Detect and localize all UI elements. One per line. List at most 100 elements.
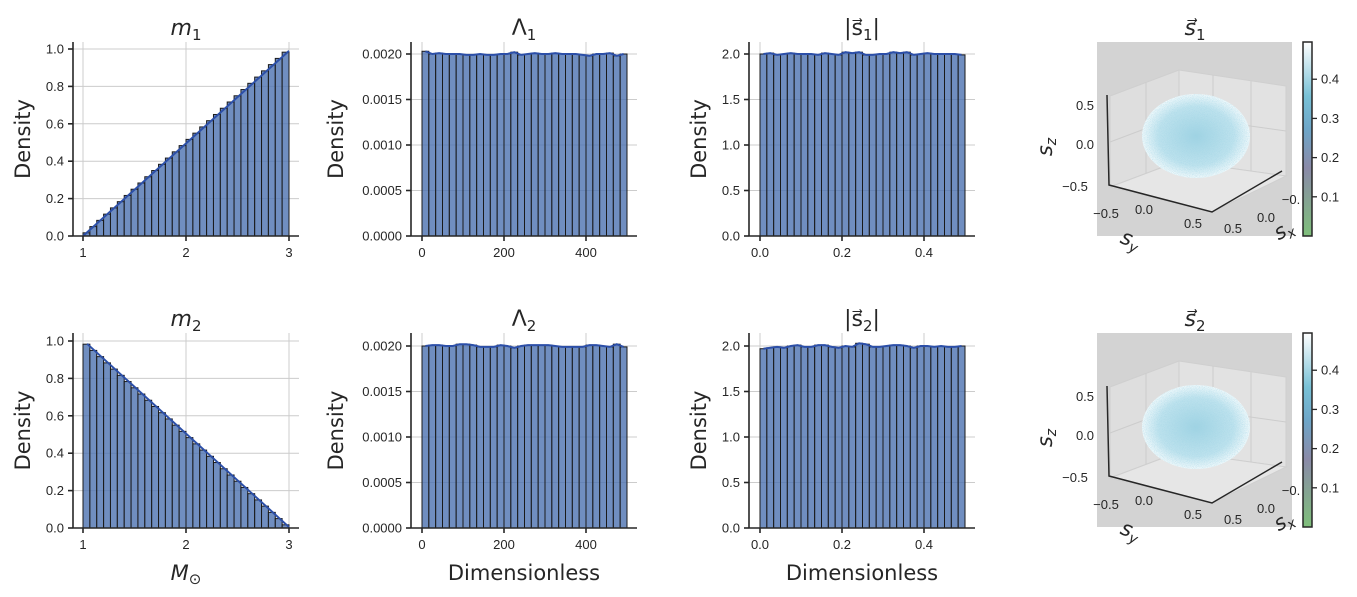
title-main: s⃗ [1184, 16, 1197, 41]
y-axis-label: Density [324, 99, 348, 179]
histogram-bar [841, 51, 850, 237]
histogram-bar [807, 346, 816, 529]
xlabel-subscript: ⊙ [189, 570, 202, 588]
histogram-bar [606, 346, 614, 529]
y-tick-label: 0.0 [722, 229, 740, 244]
colorbar-tick-label: 0.1 [1321, 189, 1339, 204]
histogram-bar [551, 52, 560, 237]
histogram-bar [766, 347, 775, 529]
histogram-bar [137, 182, 146, 237]
histogram-bar [171, 151, 180, 237]
title-subscript: 2 [1196, 317, 1206, 335]
histogram-bar [261, 70, 269, 237]
histogram-bar [421, 345, 430, 529]
histogram-bar [619, 346, 628, 529]
histogram-bar [226, 474, 235, 529]
x-tick-label: 0.2 [833, 537, 851, 552]
x-axis-label: M⊙ [171, 561, 202, 588]
colorbar-tick-label: 0.4 [1321, 72, 1339, 87]
histogram-bar [247, 82, 256, 237]
histogram-bar [780, 53, 788, 237]
y-tick-label: 0.4 [46, 154, 64, 169]
histogram-bar [496, 53, 505, 237]
z-tick-label: 0.0 [1076, 428, 1094, 443]
histogram-bar [909, 347, 918, 529]
histogram-bar [937, 53, 946, 237]
histogram-bar [930, 346, 939, 529]
x-tick-label: 400 [575, 537, 597, 552]
histogram-bar [267, 64, 276, 237]
histogram-bar [254, 499, 263, 529]
x-tick-label: −0. [1282, 483, 1300, 498]
histogram-bar [178, 145, 187, 237]
histogram-bar [158, 163, 166, 237]
xlabel-main: Dimensionless [448, 561, 600, 585]
y-tick-label: 0.0010 [362, 138, 402, 153]
histogram-bar [814, 54, 823, 237]
panel-title: s⃗2 [1184, 307, 1205, 335]
zlabel-main: s [1033, 145, 1057, 156]
histogram-bar [137, 393, 146, 529]
y-tick-label: −0.5 [1093, 206, 1119, 221]
histogram-bar [800, 53, 809, 237]
histogram-bar [759, 53, 768, 237]
histogram-bar [903, 345, 911, 529]
panel-title: m2 [171, 307, 202, 335]
colorbar-tick-label: 0.2 [1321, 441, 1339, 456]
x-tick-label: 3 [285, 537, 292, 552]
histogram-bar [930, 53, 939, 237]
y-axis-label: Density [324, 391, 348, 471]
histogram-bar [558, 346, 567, 529]
histogram-bar [950, 53, 959, 237]
panel-lambda1: 0 200 400 0.0000 0.0005 0.0010 0.0015 0.0020 Den… [324, 16, 637, 260]
histogram-bar [212, 113, 221, 237]
x-axis-label: Dimensionless [786, 561, 938, 585]
title-main: s⃗ [1184, 307, 1197, 332]
y-tick-label: 0.0000 [362, 521, 402, 536]
histogram-bar [868, 346, 877, 529]
y-tick-label: 0.6 [46, 116, 64, 131]
histogram-bar [882, 53, 891, 237]
histogram-bar [868, 54, 877, 237]
histogram-bar [544, 53, 553, 237]
histogram-bar [151, 170, 160, 237]
histogram-bar [875, 53, 884, 237]
title-subscript: 2 [863, 317, 873, 335]
histogram-bar [944, 346, 952, 529]
histogram-bar [442, 345, 450, 529]
title-subscript: 1 [527, 26, 537, 44]
histogram-bar [421, 50, 430, 237]
histogram-bar [109, 368, 118, 529]
x-tick-label: 0.4 [915, 537, 933, 552]
histogram-bar [199, 449, 208, 529]
histogram-bar [455, 343, 464, 529]
histogram-bar [834, 54, 843, 237]
y-tick-label: 0.0 [1135, 202, 1153, 217]
y-tick-label: 0.0 [1135, 493, 1153, 508]
title-subscript: 1 [1196, 26, 1206, 44]
histogram-bar [483, 346, 491, 529]
histogram-bar [957, 54, 966, 237]
panel-title: Λ1 [512, 16, 537, 44]
histogram-bar [565, 53, 573, 237]
histogram-bar [247, 493, 256, 529]
histogram-bar [462, 343, 471, 529]
histogram-bar [896, 344, 905, 529]
histogram-bar [206, 120, 214, 237]
spin-scatter-points [1142, 385, 1250, 469]
title-subscript: 1 [863, 26, 873, 44]
histogram-bar [442, 53, 450, 237]
histogram-bar [510, 347, 519, 529]
histogram-bar [489, 54, 498, 237]
y-tick-label: 0.5 [1184, 216, 1202, 231]
y-tick-label: 0.0000 [362, 229, 402, 244]
histogram-bar [585, 344, 594, 529]
x-tick-label: 1 [79, 245, 86, 260]
histogram-bar [537, 53, 546, 237]
histogram-bar [469, 344, 478, 529]
histogram-bar [524, 53, 532, 237]
histogram-bar [192, 132, 201, 237]
histogram-bar [469, 54, 478, 237]
